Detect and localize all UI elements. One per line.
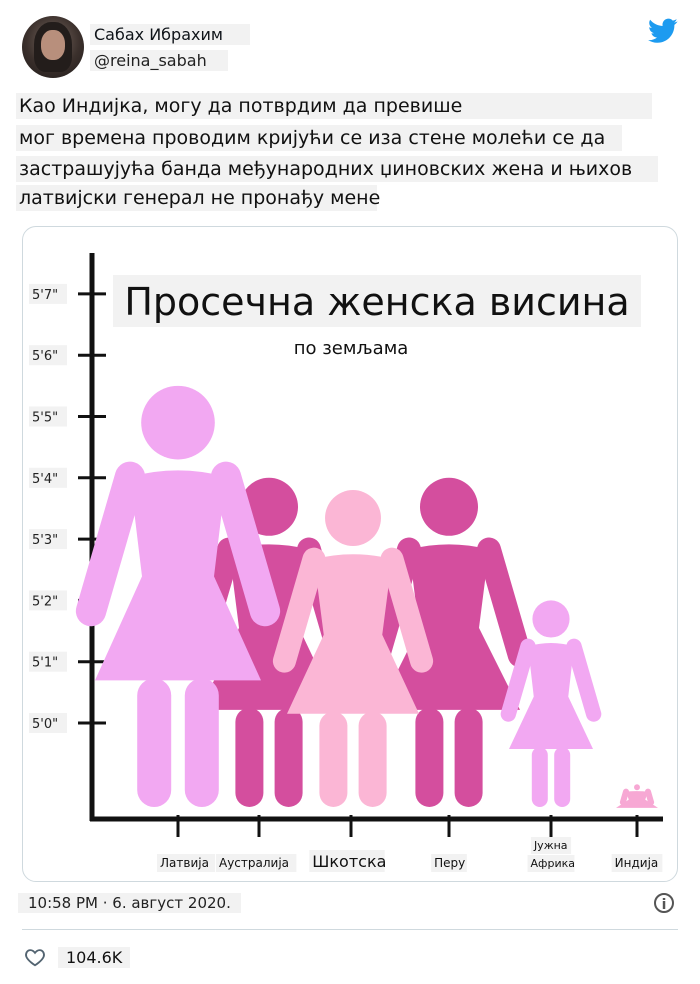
figure-arms: [272, 547, 434, 673]
x-label-bg: [216, 854, 297, 872]
y-tick-label: 5'7": [32, 288, 58, 303]
x-category-label: Јужна: [533, 839, 568, 852]
chart-subtitle-bg: [281, 333, 421, 359]
figure-leg-right: [274, 707, 303, 807]
figure-leg-left: [627, 805, 635, 807]
figure-arms: [500, 638, 602, 722]
figure-leg-left: [235, 707, 264, 807]
x-label-bg: [530, 837, 572, 854]
x-label-bg: [157, 854, 216, 872]
y-tick-label-bg: [29, 590, 67, 611]
figure-dress: [509, 643, 593, 750]
figure-arms: [619, 788, 655, 806]
x-category-label: Африка: [531, 857, 575, 870]
figure-head: [532, 600, 570, 638]
figure-leg-right: [454, 707, 483, 807]
y-tick-label-bg: [29, 651, 67, 672]
twitter-bird-icon: [648, 18, 678, 43]
x-category-label: Аустралија: [219, 856, 289, 870]
chart-subtitle: по земљама: [294, 338, 409, 359]
figure-leg-right: [554, 747, 571, 807]
figure-dress: [616, 791, 658, 808]
figure-head: [141, 385, 215, 460]
x-label-bg: [431, 854, 467, 872]
figure-4: [366, 477, 532, 807]
figure-6: [616, 784, 658, 808]
x-category-label: Индија: [615, 856, 659, 870]
y-tick-label: 5'1": [32, 656, 58, 671]
figure-leg-right: [358, 711, 387, 807]
figure-1: [75, 385, 281, 807]
timestamp[interactable]: 10:58 PM · 6. август 2020.: [18, 893, 241, 913]
figure-dress: [95, 470, 261, 681]
x-label-bg: [611, 854, 663, 872]
figure-3: [272, 490, 434, 807]
tweet-text-line-4: латвијски генерал не пронађу мене: [16, 185, 380, 211]
author-handle[interactable]: @reina_sabah: [90, 50, 228, 71]
y-tick-label: 5'3": [32, 533, 58, 548]
y-tick-label-bg: [29, 283, 67, 304]
figure-leg-left: [319, 711, 348, 807]
x-label-bg: [309, 850, 385, 872]
chart-card[interactable]: 5'0" 5'1" 5'2" 5'3" 5'4" 5'5" 5'6" 5'7" Просечна…: [22, 226, 678, 882]
chart-title-bg: [113, 275, 641, 327]
y-tick-label-bg: [29, 467, 67, 488]
figure-head: [634, 784, 640, 791]
figure-5: [500, 600, 602, 807]
y-tick-label: 5'6": [32, 349, 58, 364]
info-icon[interactable]: i: [654, 893, 674, 913]
x-category-label: Латвија: [160, 856, 209, 870]
y-tick-label: 5'2": [32, 594, 58, 609]
x-label-bg: [527, 855, 575, 872]
figure-leg-right: [639, 805, 647, 807]
heart-icon[interactable]: [24, 946, 46, 968]
figure-head: [325, 490, 381, 546]
height-chart: 5'0" 5'1" 5'2" 5'3" 5'4" 5'5" 5'6" 5'7" Просечна…: [29, 253, 663, 872]
y-tick-label: 5'0": [32, 717, 58, 732]
x-category-label: Шкотска: [312, 852, 386, 871]
y-tick-label-bg: [29, 713, 67, 733]
author-name[interactable]: Сабах Ибрахим: [90, 24, 250, 45]
figure-leg-left: [415, 707, 444, 807]
divider: [22, 929, 678, 930]
chart-title: Просечна женска висина: [124, 280, 629, 324]
figure-arms: [75, 461, 281, 627]
y-tick-label: 5'5": [32, 411, 58, 426]
avatar[interactable]: [22, 16, 84, 78]
y-tick-label-bg: [29, 406, 67, 427]
tweet-text-line-1: Као Индијка, могу да потврдим да превише: [16, 93, 652, 119]
figure-dress: [287, 554, 419, 714]
figure-leg-left: [137, 678, 172, 807]
tweet-text-line-2: мог времена проводим кријући се иза стен…: [16, 125, 622, 151]
figure-head: [419, 477, 479, 536]
y-tick-label-bg: [29, 345, 67, 366]
figure-leg-left: [531, 747, 548, 807]
like-count[interactable]: 104.6K: [58, 947, 131, 968]
y-tick-label: 5'4": [32, 472, 58, 487]
x-category-label: Перу: [434, 856, 465, 870]
y-tick-label-bg: [29, 529, 67, 550]
figure-leg-right: [184, 678, 219, 807]
tweet-text-line-3: застрашујућа банда међународних џиновски…: [16, 156, 658, 182]
